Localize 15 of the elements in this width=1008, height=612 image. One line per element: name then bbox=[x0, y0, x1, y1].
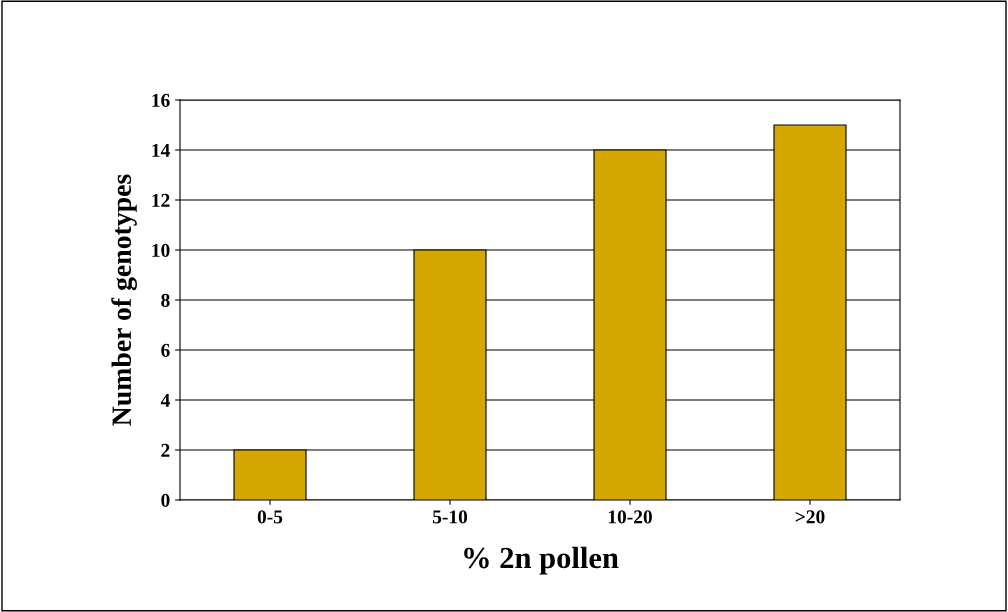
x-tick-label: 5-10 bbox=[432, 510, 468, 524]
x-axis-title: % 2n pollen bbox=[464, 546, 619, 575]
x-tick-label: 10-20 bbox=[608, 510, 652, 524]
y-tick-label: 16 bbox=[152, 93, 170, 107]
y-axis-title: Number of genotypes bbox=[111, 174, 137, 426]
y-tick-label: 8 bbox=[161, 293, 170, 307]
y-tick-label: 4 bbox=[160, 393, 170, 407]
y-tick-label: 6 bbox=[161, 343, 170, 357]
x-tick-label: 0-5 bbox=[257, 510, 283, 524]
y-tick-label: 14 bbox=[152, 143, 170, 157]
y-tick-label: 10 bbox=[152, 243, 170, 257]
y-tick-label: 2 bbox=[161, 443, 170, 457]
x-tick-label: >20 bbox=[795, 510, 825, 524]
y-tick-label: 12 bbox=[152, 193, 170, 207]
y-tick-label: 0 bbox=[161, 493, 170, 507]
